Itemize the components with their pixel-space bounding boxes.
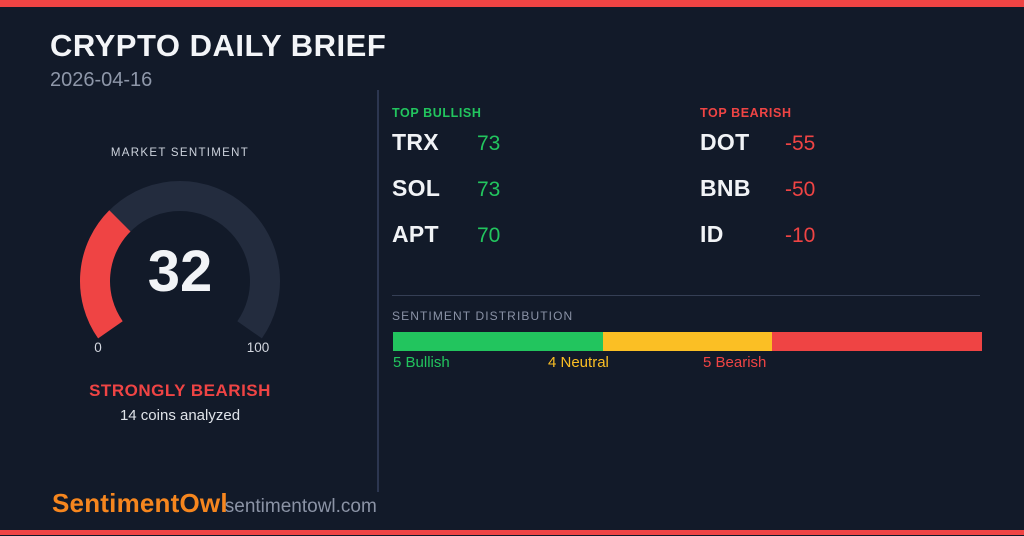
- coin-score: 73: [477, 131, 501, 155]
- coin-symbol: DOT: [700, 128, 750, 155]
- gauge-value: 32: [147, 239, 213, 304]
- coin-score: -50: [785, 177, 816, 201]
- list-item: ID -10: [700, 220, 816, 247]
- bottom-accent-bar: [0, 530, 1024, 535]
- list-item: DOT -55: [700, 128, 816, 155]
- distribution-label: 4 Neutral: [548, 354, 609, 371]
- distribution-label: 5 Bullish: [393, 354, 450, 371]
- distribution-legend: 5 Bullish 4 Neutral 5 Bearish: [393, 355, 982, 373]
- distribution-segment: [393, 332, 604, 351]
- coin-score: 70: [477, 223, 501, 247]
- page-title: CRYPTO DAILY BRIEF: [50, 28, 387, 63]
- list-item: BNB -50: [700, 174, 816, 201]
- distribution-title: SENTIMENT DISTRIBUTION: [392, 309, 574, 323]
- gauge-note: 14 coins analyzed: [119, 407, 241, 424]
- sentiment-gauge: [80, 181, 280, 339]
- list-item: TRX 73: [392, 128, 501, 155]
- gauge-status: STRONGLY BEARISH: [89, 381, 271, 400]
- coin-score: -55: [785, 131, 816, 155]
- coin-score: -10: [785, 223, 816, 247]
- footer: SentimentOwl sentimentowl.com: [52, 490, 377, 518]
- coin-symbol: ID: [700, 220, 724, 247]
- distribution-label: 5 Bearish: [703, 354, 767, 371]
- coin-symbol: BNB: [700, 174, 751, 201]
- top-accent-bar: [0, 0, 1024, 7]
- gauge-title: MARKET SENTIMENT: [110, 147, 250, 159]
- coin-score: 73: [477, 177, 501, 201]
- coin-symbol: SOL: [392, 174, 441, 201]
- top-bullish-title: TOP BULLISH: [392, 106, 482, 120]
- site-url: sentimentowl.com: [224, 496, 377, 517]
- gauge-value-arc: [80, 210, 131, 339]
- list-item: SOL 73: [392, 174, 501, 201]
- distribution-bar: [393, 332, 982, 351]
- coin-symbol: TRX: [392, 128, 439, 155]
- horizontal-divider: [392, 295, 980, 296]
- gauge-max-label: 100: [246, 340, 270, 355]
- top-bearish-list: TOP BEARISH DOT -55 BNB -50 ID -10: [700, 107, 815, 269]
- coin-symbol: APT: [392, 220, 439, 247]
- top-bearish-title: TOP BEARISH: [700, 106, 792, 120]
- page-date: 2026-04-16: [50, 69, 153, 91]
- list-item: APT 70: [392, 220, 501, 247]
- distribution-segment: [603, 332, 772, 351]
- brand-logo: SentimentOwl: [52, 488, 228, 518]
- vertical-divider: [377, 90, 379, 492]
- gauge-min-label: 0: [94, 340, 102, 355]
- top-bullish-list: TOP BULLISH TRX 73 SOL 73 APT 70: [392, 107, 500, 269]
- distribution-segment: [771, 332, 982, 351]
